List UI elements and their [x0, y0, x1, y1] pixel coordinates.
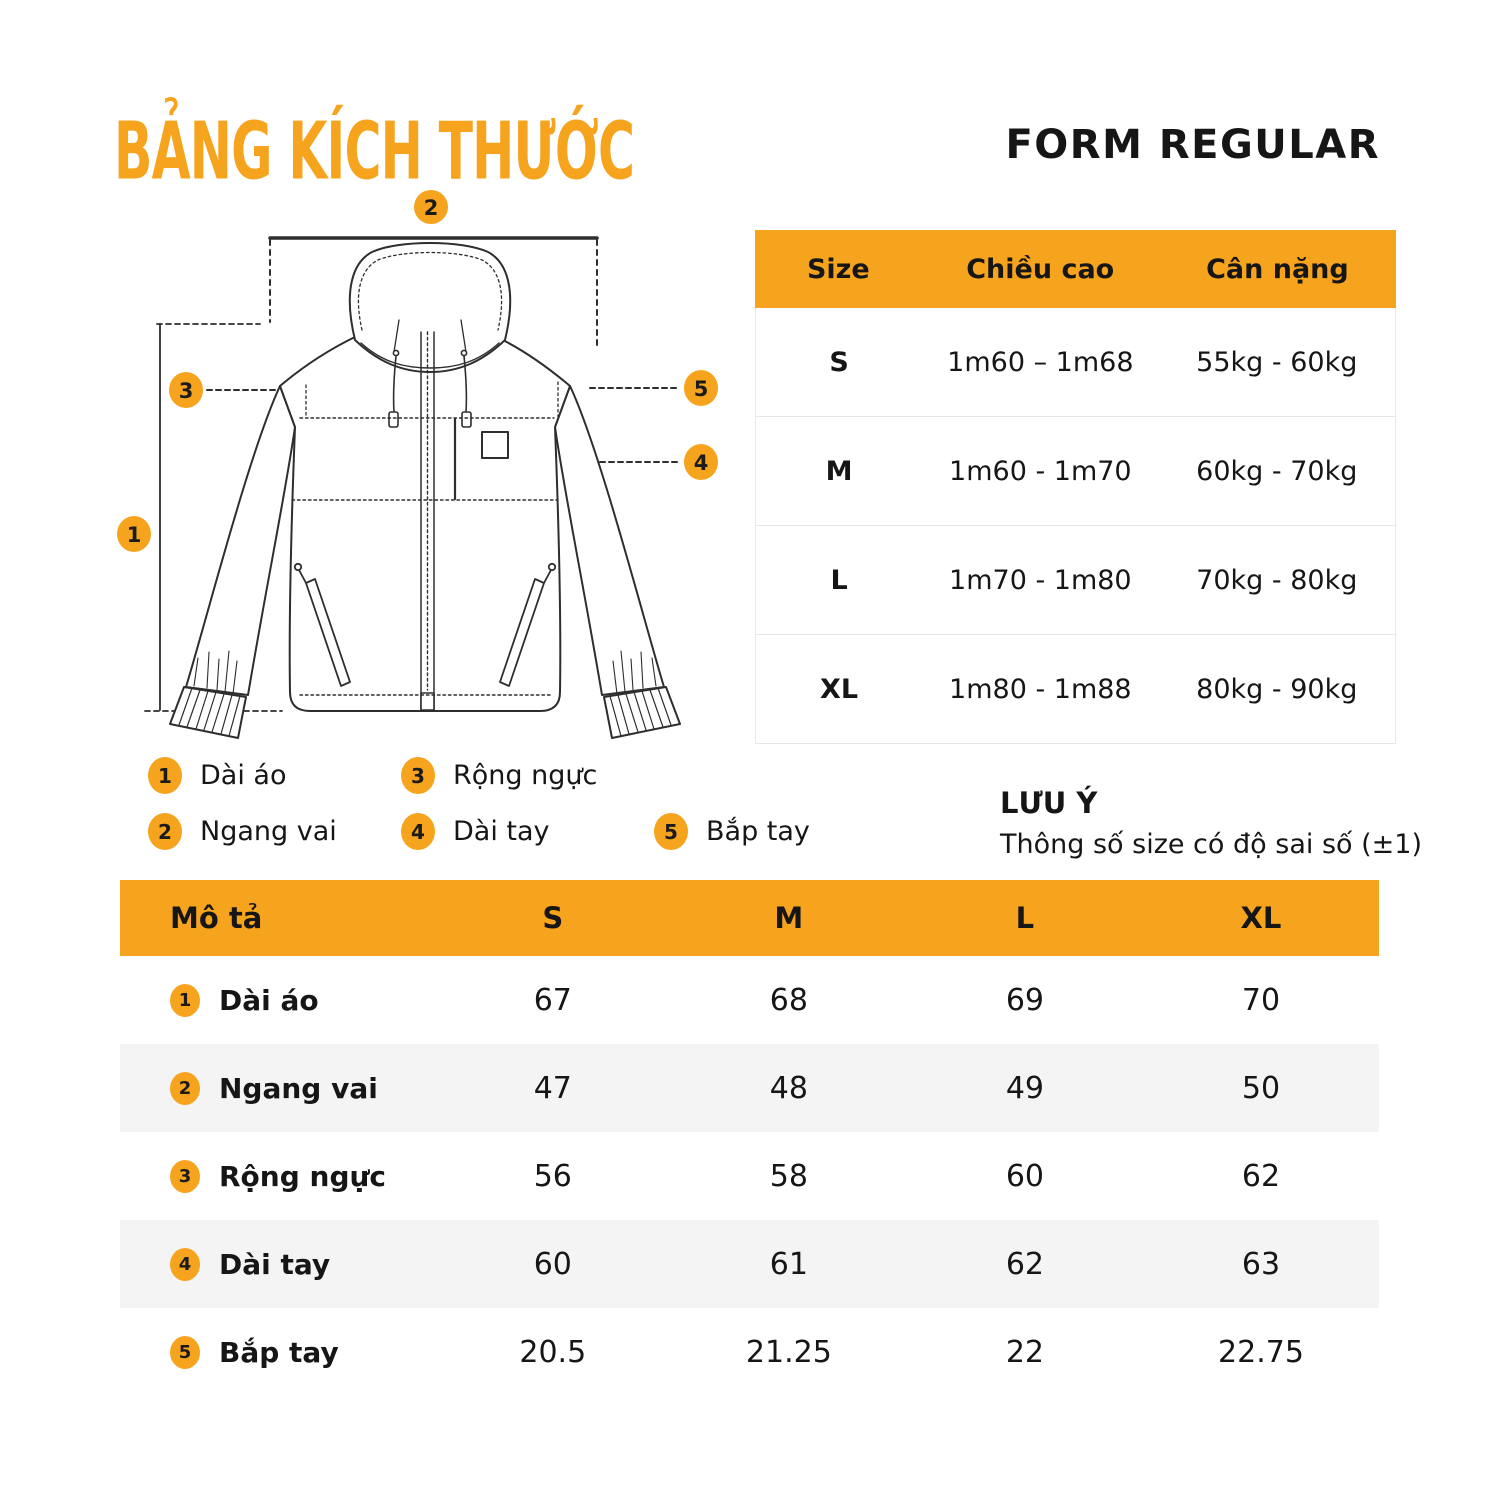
- callout-1-badge: [117, 516, 151, 552]
- callout-5-number: 5: [694, 377, 709, 401]
- table-row: M 1m60 - 1m70 60kg - 70kg: [756, 417, 1395, 526]
- row-label: Rộng ngực: [219, 1159, 387, 1193]
- column-header-m: M: [774, 901, 804, 935]
- measurement-table-header: Mô tả S M L XL: [120, 880, 1379, 956]
- callout-2-badge: [414, 190, 448, 224]
- table-row: XL 1m80 - 1m88 80kg - 90kg: [820, 673, 1358, 705]
- pocket-right: [499, 562, 557, 687]
- column-header-mo-ta: Mô tả: [170, 901, 263, 935]
- column-header-weight: Cân nặng: [1206, 253, 1349, 285]
- form-label: FORM REGULAR: [1005, 122, 1380, 168]
- sleeve-right: [554, 385, 665, 696]
- jacket-body: [279, 335, 571, 712]
- row-badge: 1: [170, 983, 200, 1017]
- row-badge: 5: [170, 1335, 200, 1369]
- table-row: L 1m70 - 1m80 70kg - 80kg: [756, 526, 1395, 635]
- table-row: S 1m60 – 1m68 55kg - 60kg: [756, 308, 1395, 417]
- legend-label: Rộng ngực: [453, 760, 598, 791]
- table-row: 3 Rộng ngực 56 58 60 62: [120, 1132, 1379, 1220]
- sleeve-left: [185, 385, 296, 696]
- legend-label: Dài tay: [453, 816, 550, 847]
- cuff-right: [603, 686, 681, 739]
- hood-facing-right: [460, 319, 467, 353]
- column-header-xl: XL: [1240, 901, 1282, 935]
- callout-4-badge: [684, 444, 718, 480]
- callout-5-badge: [684, 370, 718, 406]
- column-header-s: S: [542, 901, 564, 935]
- row-badge: 2: [170, 1071, 200, 1105]
- measurement-legend: 1 Dài áo 3 Rộng ngực 2 Ngang vai 4 Dài t…: [148, 757, 810, 850]
- legend-label: Bắp tay: [706, 816, 810, 847]
- table-row: 2 Ngang vai 47 48 49 50: [120, 1044, 1379, 1132]
- legend-item-rong-nguc: 3 Rộng ngực: [401, 757, 654, 794]
- cuff-left: [169, 686, 247, 739]
- note-text: Thông số size có độ sai số (±1): [1000, 829, 1422, 860]
- callout-2-number: 2: [424, 196, 439, 220]
- cuff-gathers: [193, 650, 657, 695]
- table-row: 5 Bắp tay 20.5 21.25 22 22.75: [120, 1308, 1379, 1396]
- hood-inner-dotted-seam: [357, 251, 503, 331]
- table-row: 1 Dài áo 67 68 69 70: [120, 956, 1379, 1044]
- measurement-table: Mô tả S M L XL 1 Dài áo 67 68 69 70 2 Ng…: [120, 880, 1379, 1396]
- hood-facing-left: [393, 319, 400, 353]
- legend-badge: 5: [654, 813, 688, 850]
- row-label: Ngang vai: [219, 1071, 378, 1105]
- row-badge: 4: [170, 1247, 200, 1281]
- legend-item-ngang-vai: 2 Ngang vai: [148, 813, 401, 850]
- pocket-left: [293, 562, 351, 687]
- callout-3-number: 3: [179, 379, 194, 403]
- hood-collar-inner: [360, 342, 500, 369]
- legend-badge: 4: [401, 813, 435, 850]
- callout-4-number: 4: [694, 451, 709, 475]
- note-block: LƯU Ý Thông số size có độ sai số (±1): [1000, 786, 1422, 860]
- legend-item-dai-tay: 4 Dài tay: [401, 813, 654, 850]
- size-table-header: Size Chiều cao Cân nặng: [755, 230, 1396, 308]
- drawstrings: [388, 349, 472, 428]
- callout-1-number: 1: [127, 523, 142, 547]
- callout-3-badge: [169, 372, 203, 408]
- legend-item-bap-tay: 5 Bắp tay: [654, 813, 810, 850]
- column-header-l: L: [1015, 901, 1035, 935]
- legend-label: Ngang vai: [200, 816, 337, 847]
- legend-badge: 3: [401, 757, 435, 794]
- row-label: Dài tay: [219, 1247, 331, 1281]
- jacket-diagram: 2 3 5 4 1: [117, 190, 718, 739]
- note-title: LƯU Ý: [1000, 786, 1098, 820]
- zipper: [420, 331, 435, 712]
- row-badge: 3: [170, 1159, 200, 1193]
- row-label: Bắp tay: [219, 1335, 339, 1369]
- column-header-height: Chiều cao: [966, 253, 1115, 285]
- page-title: BẢNG KÍCH THƯỚC: [114, 106, 635, 199]
- table-row: 4 Dài tay 60 61 62 63: [120, 1220, 1379, 1308]
- legend-badge: 1: [148, 757, 182, 794]
- row-label: Dài áo: [219, 983, 319, 1017]
- cuff-ribs: [178, 687, 672, 737]
- legend-item-dai-ao: 1 Dài áo: [148, 757, 401, 794]
- legend-badge: 2: [148, 813, 182, 850]
- legend-label: Dài áo: [200, 760, 287, 791]
- column-header-size: Size: [806, 253, 870, 285]
- size-recommendation-table: Size Chiều cao Cân nặng S 1m60 – 1m68 55…: [755, 230, 1396, 744]
- chest-label-patch: [481, 431, 509, 459]
